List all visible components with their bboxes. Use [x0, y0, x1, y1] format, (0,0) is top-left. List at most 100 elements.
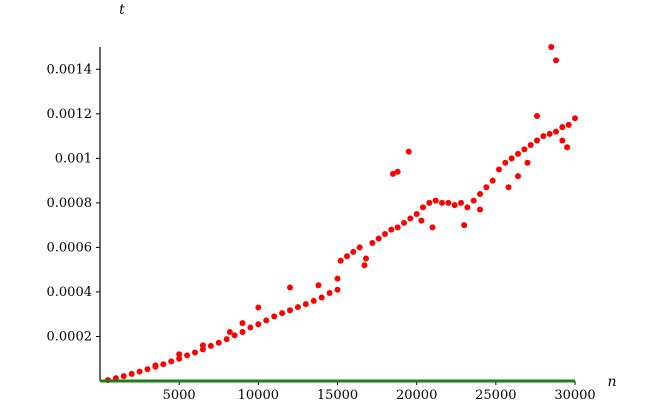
- y-tick-label: 0.0008: [47, 196, 93, 211]
- data-point: [231, 332, 238, 339]
- data-point: [239, 329, 246, 336]
- data-point: [439, 199, 445, 206]
- data-point: [199, 342, 206, 349]
- data-point: [534, 113, 540, 120]
- x-tick-label: 10000: [238, 388, 279, 403]
- data-point: [310, 297, 317, 304]
- data-point: [302, 301, 309, 308]
- x-axis-label: n: [607, 374, 616, 390]
- data-point: [496, 166, 502, 173]
- data-point: [279, 310, 286, 317]
- data-point: [527, 141, 534, 148]
- data-point: [572, 115, 578, 122]
- y-tick-label: 0.0012: [47, 107, 93, 122]
- x-tick-label: 5000: [163, 388, 196, 403]
- data-point: [247, 324, 254, 331]
- y-tick-label: 0.001: [55, 151, 92, 166]
- x-tick-label: 25000: [475, 388, 516, 403]
- data-point: [192, 349, 198, 356]
- data-point: [470, 197, 477, 204]
- data-point: [548, 44, 555, 50]
- data-point: [389, 170, 396, 177]
- y-axis-label: t: [119, 2, 125, 18]
- data-point: [464, 204, 471, 211]
- data-point: [394, 224, 401, 231]
- data-point: [375, 235, 382, 242]
- data-point: [394, 168, 401, 175]
- data-point: [401, 219, 407, 226]
- data-point: [413, 211, 420, 217]
- data-point: [553, 128, 559, 135]
- data-point: [405, 148, 412, 155]
- data-point: [407, 215, 414, 222]
- data-point: [128, 370, 135, 377]
- data-point: [540, 133, 547, 140]
- x-tick-label: 15000: [317, 388, 358, 403]
- data-point: [255, 304, 262, 311]
- data-point: [337, 257, 344, 264]
- data-point: [461, 222, 468, 229]
- data-point: [559, 124, 566, 131]
- data-point: [176, 351, 183, 358]
- data-point: [255, 321, 262, 328]
- data-point: [458, 199, 464, 206]
- data-point: [426, 199, 433, 206]
- data-point: [515, 173, 521, 180]
- data-point: [318, 294, 325, 301]
- data-point: [553, 57, 559, 64]
- data-point: [502, 159, 509, 166]
- data-point: [334, 275, 341, 282]
- data-point: [524, 159, 531, 166]
- data-point: [326, 290, 333, 297]
- x-tick-label: 30000: [554, 388, 595, 403]
- x-tick-label: 20000: [396, 388, 437, 403]
- data-point: [534, 137, 540, 144]
- data-point: [287, 284, 293, 291]
- data-point: [369, 239, 376, 246]
- data-point: [223, 336, 230, 343]
- y-tick-label: 0.0004: [47, 285, 93, 300]
- data-point: [215, 339, 222, 346]
- data-point: [350, 248, 357, 255]
- data-point: [477, 206, 483, 213]
- data-point: [361, 262, 368, 269]
- data-point: [120, 373, 127, 380]
- data-point: [564, 144, 571, 151]
- data-point: [263, 317, 270, 324]
- data-point: [239, 320, 246, 327]
- data-point: [152, 362, 159, 369]
- data-point: [521, 146, 528, 153]
- data-point: [356, 244, 363, 251]
- data-point: [287, 307, 293, 314]
- y-tick-label: 0.0006: [47, 240, 93, 255]
- data-point: [334, 286, 341, 293]
- data-point: [363, 255, 369, 262]
- data-point: [315, 282, 322, 289]
- data-point: [294, 304, 301, 311]
- data-point: [546, 130, 553, 137]
- data-point: [505, 184, 512, 191]
- data-point: [207, 342, 214, 349]
- data-point: [344, 253, 350, 260]
- data-point: [445, 199, 452, 206]
- data-point: [432, 197, 439, 204]
- data-point: [508, 155, 515, 162]
- data-point: [271, 313, 278, 320]
- data-point: [136, 368, 143, 375]
- data-point: [226, 329, 233, 336]
- data-point: [477, 190, 483, 197]
- data-point: [382, 231, 388, 238]
- data-point: [559, 137, 566, 144]
- data-point: [429, 224, 436, 231]
- data-point: [515, 150, 521, 157]
- y-tick-label: 0.0014: [47, 62, 93, 77]
- y-tick-label: 0.0002: [47, 329, 93, 344]
- data-point: [184, 352, 191, 359]
- data-point: [160, 361, 167, 368]
- data-point: [176, 355, 183, 362]
- data-point: [451, 202, 458, 209]
- data-point: [483, 184, 490, 191]
- data-point: [565, 121, 572, 128]
- data-point: [144, 366, 151, 373]
